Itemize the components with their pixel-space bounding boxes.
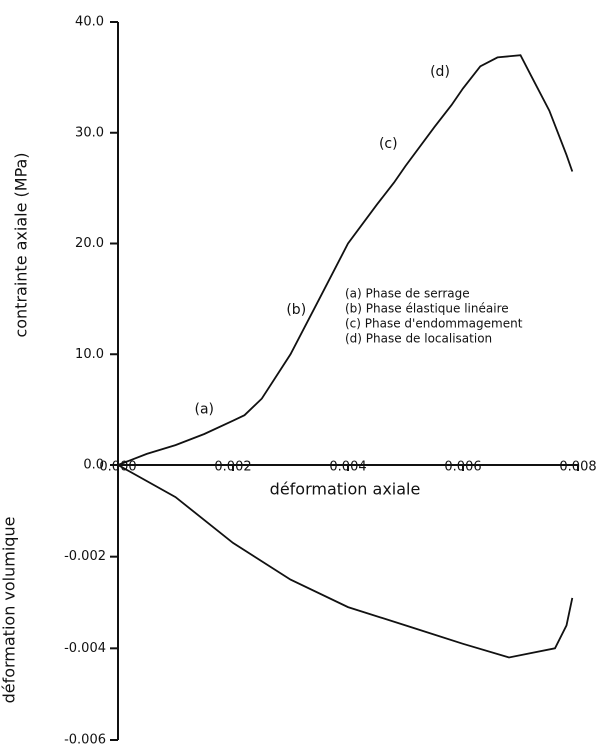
- x-tick-label: 0.008: [559, 460, 596, 475]
- y-tick-label: 30.0: [75, 125, 104, 140]
- series-line: [117, 54, 574, 466]
- y-tick-label: 40.0: [75, 15, 104, 30]
- x-axis-label: déformation axiale: [270, 480, 421, 499]
- annotation: (a): [194, 402, 214, 418]
- legend-entry: (c) Phase d'endommagement: [345, 317, 523, 331]
- annotation: (d): [430, 64, 450, 80]
- annotation: (b): [286, 302, 306, 318]
- y2-tick-label: -0.004: [64, 641, 106, 656]
- x-tick-label: 0.006: [444, 460, 481, 475]
- legend-entry: (b) Phase élastique linéaire: [345, 302, 509, 316]
- annotation: (c): [379, 136, 398, 152]
- y-axis-label: contrainte axiale (MPa): [12, 152, 31, 337]
- x-tick-label: 0.002: [214, 460, 251, 475]
- y-tick-label: 10.0: [75, 347, 104, 362]
- y2-tick-label: -0.002: [64, 549, 106, 564]
- y-tick-label: 0.0: [83, 458, 104, 473]
- legend-entry: (a) Phase de serrage: [345, 287, 470, 301]
- series-line: [117, 464, 574, 659]
- legend-entry: (d) Phase de localisation: [345, 332, 492, 346]
- y2-tick-label: -0.006: [64, 733, 106, 748]
- y-tick-label: 20.0: [75, 236, 104, 251]
- x-tick-label: 0.004: [329, 460, 366, 475]
- y2-axis-label: déformation volumique: [0, 517, 19, 704]
